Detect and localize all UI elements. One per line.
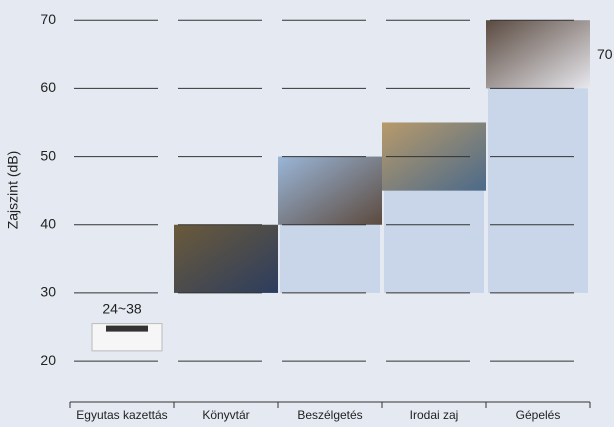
y-tick-label: 70 (40, 11, 56, 27)
y-tick-label: 40 (40, 215, 56, 231)
x-tick-label: Beszélgetés (297, 408, 362, 422)
value-label: 70 (597, 46, 613, 62)
y-tick-label: 20 (40, 352, 56, 368)
value-label: 24~38 (102, 301, 142, 317)
x-tick-label: Könyvtár (202, 408, 249, 422)
y-tick-label: 30 (40, 284, 56, 300)
photo (278, 156, 382, 225)
x-tick-label: Gépelés (516, 408, 561, 422)
x-tick-label: Irodai zaj (410, 408, 459, 422)
photo (174, 224, 278, 293)
product-slot (106, 325, 148, 332)
y-tick-label: 50 (40, 147, 56, 163)
y-tick-label: 60 (40, 79, 56, 95)
photo (486, 20, 590, 89)
x-tick-label: Egyutas kazettás (76, 408, 167, 422)
y-axis-label: Zajszint (dB) (5, 151, 21, 230)
